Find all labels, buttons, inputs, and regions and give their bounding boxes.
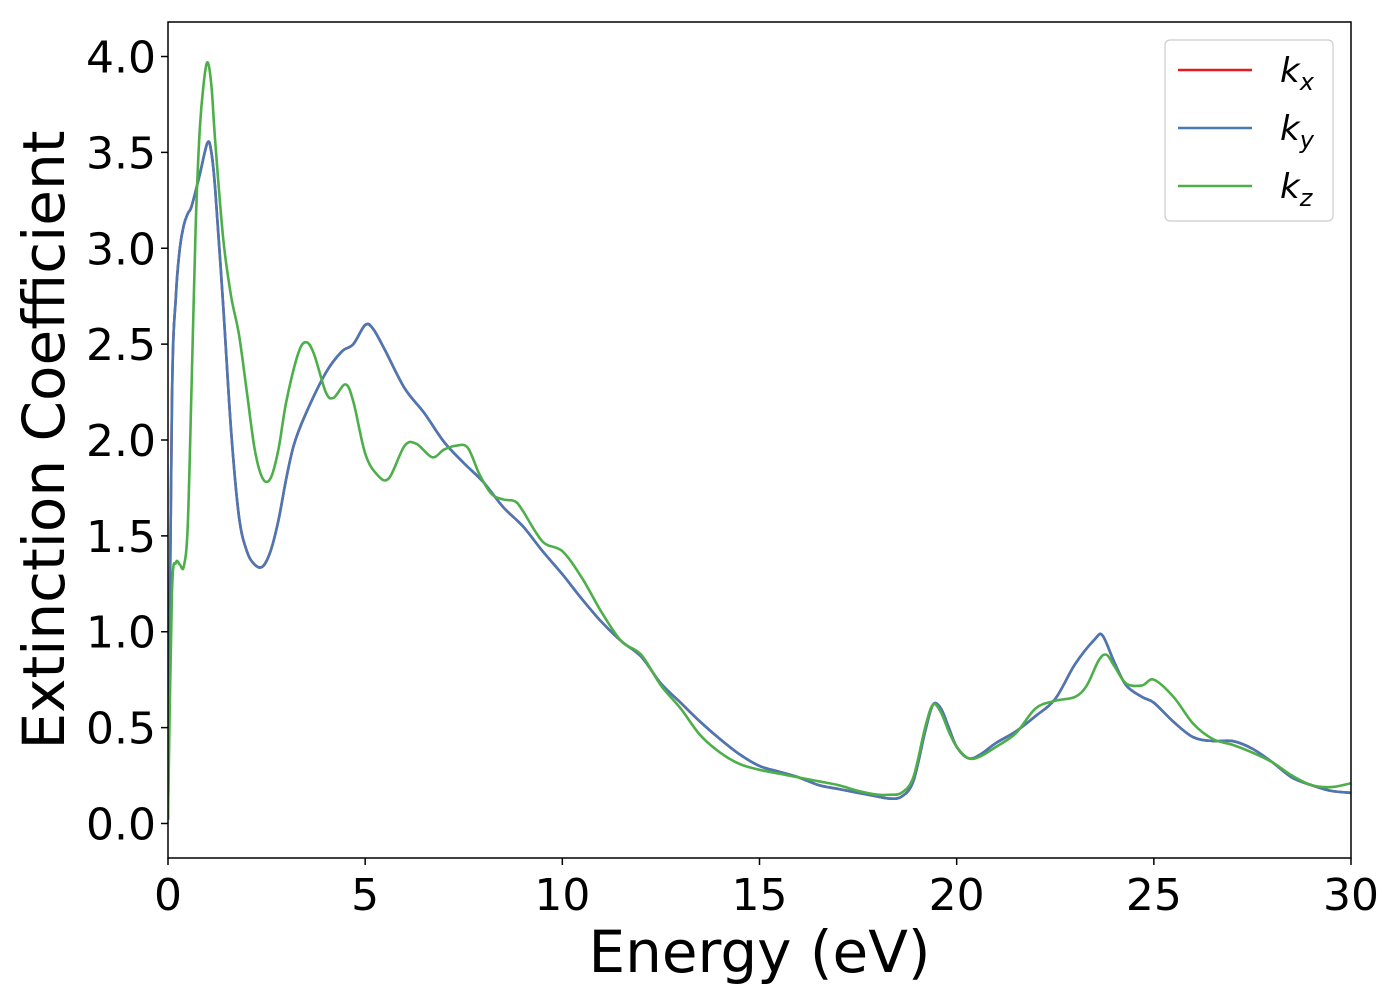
y-tick-label: 2.0 (86, 416, 156, 467)
y-tick-label: 0.5 (86, 704, 156, 755)
x-tick-label: 0 (154, 870, 182, 921)
x-tick-label: 15 (732, 870, 788, 921)
series-line-kz (168, 60, 1351, 820)
y-tick-label: 2.5 (86, 320, 156, 371)
x-axis-label: Energy (eV) (588, 918, 930, 986)
y-tick-label: 1.0 (86, 608, 156, 659)
x-tick-label: 10 (534, 870, 590, 921)
x-axis-ticks: 0 5 10 15 20 25 30 (154, 858, 1379, 921)
y-tick-label: 4.0 (86, 33, 156, 84)
x-tick-label: 25 (1126, 870, 1182, 921)
y-tick-label: 0.0 (86, 799, 156, 850)
legend-label-kz: kz (1280, 167, 1314, 212)
y-tick-label: 3.0 (86, 224, 156, 275)
x-tick-label: 20 (929, 870, 985, 921)
legend-label-ky: ky (1280, 109, 1315, 154)
x-tick-label: 5 (351, 870, 379, 921)
legend: kx ky kz (1164, 39, 1334, 222)
series-layer (168, 60, 1351, 820)
y-axis-label: Extinction Coefficient (10, 131, 78, 750)
x-tick-label: 30 (1323, 870, 1379, 921)
legend-box (1164, 39, 1334, 222)
y-tick-label: 3.5 (86, 128, 156, 179)
y-axis-ticks: 0.0 0.5 1.0 1.5 2.0 2.5 3.0 3.5 4.0 (86, 33, 168, 850)
legend-label-kx: kx (1280, 51, 1315, 96)
y-tick-label: 1.5 (86, 512, 156, 563)
